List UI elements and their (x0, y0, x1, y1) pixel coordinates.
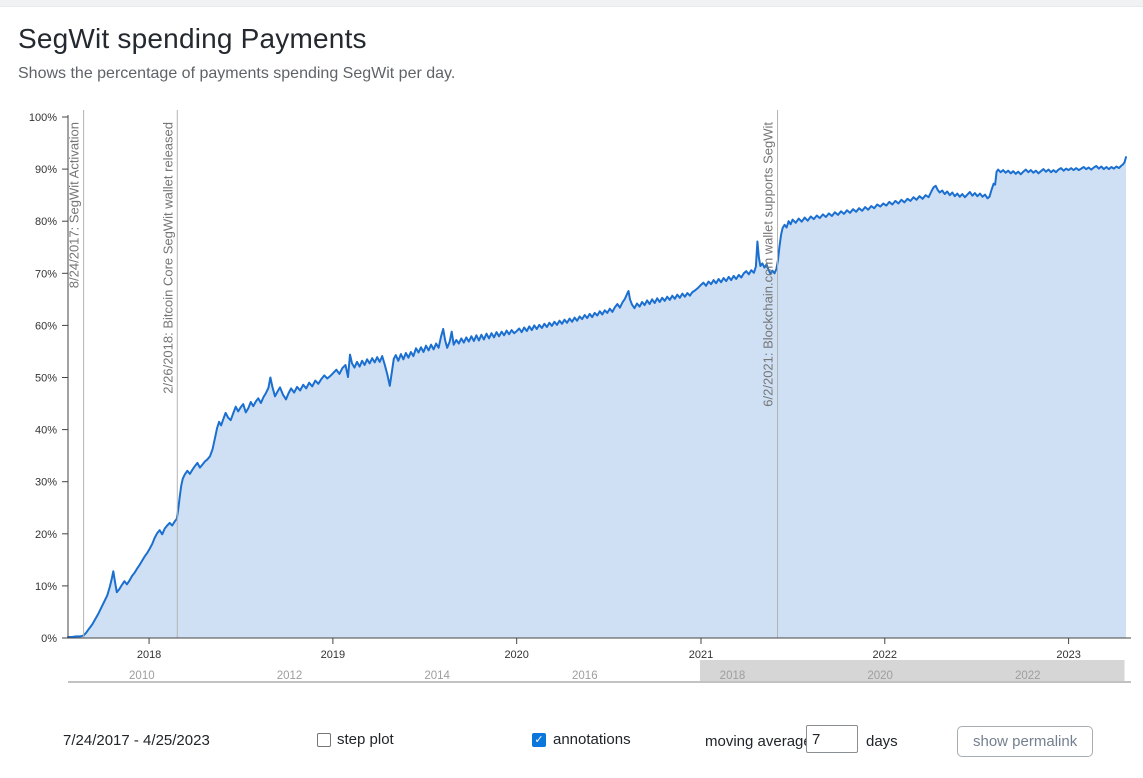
x-tick-label: 2018 (137, 649, 161, 661)
x-tick-label: 2022 (873, 649, 897, 661)
step-plot-control[interactable]: step plot (317, 731, 394, 748)
y-tick-label: 80% (35, 216, 57, 228)
annotation-label-0: 8/24/2017: SegWit Activation (67, 122, 82, 288)
series-line (67, 156, 1127, 638)
show-permalink-button[interactable]: show permalink (957, 726, 1094, 757)
navigator-tick-label: 2022 (1015, 670, 1041, 682)
x-tick-label: 2023 (1056, 649, 1080, 661)
y-tick-label: 0% (41, 633, 57, 645)
y-tick-label: 20% (35, 529, 57, 541)
y-tick-label: 40% (35, 425, 57, 437)
annotations-control[interactable]: ✓ annotations (532, 731, 631, 748)
annotations-checkbox[interactable]: ✓ (532, 732, 546, 747)
navigator-tick-label: 2012 (277, 670, 303, 682)
annotation-label-2: 6/2/2021: Blockchain.com wallet supports… (761, 122, 776, 407)
moving-average-label: moving average (705, 733, 812, 750)
moving-average-unit: days (866, 733, 898, 750)
page-subtitle: Shows the percentage of payments spendin… (18, 65, 456, 82)
x-tick-label: 2021 (689, 649, 713, 661)
y-tick-label: 60% (35, 320, 57, 332)
x-tick-label: 2019 (321, 649, 345, 661)
navigator-tick-label: 2014 (424, 670, 450, 682)
page-top-strip (0, 0, 1143, 7)
y-tick-label: 50% (35, 373, 57, 385)
y-tick-label: 10% (35, 581, 57, 593)
y-tick-label: 30% (35, 477, 57, 489)
moving-average-input[interactable] (806, 725, 858, 753)
annotation-label-1: 2/26/2018: Bitcoin Core SegWit wallet re… (160, 122, 175, 394)
y-tick-label: 70% (35, 268, 57, 280)
plot-hover-region[interactable] (68, 117, 1126, 638)
navigator-tick-label: 2018 (720, 670, 746, 682)
footer-controls: 7/24/2017 - 4/25/2023 step plot ✓ annota… (0, 712, 1143, 772)
chart-container: 8/24/2017: SegWit Activation 2/26/2018: B… (0, 100, 1143, 705)
page-title: SegWit spending Payments (18, 23, 367, 54)
page-header: SegWit spending Payments Shows the perce… (0, 7, 1143, 83)
y-tick-label: 90% (35, 164, 57, 176)
annotations-label: annotations (553, 731, 631, 748)
step-plot-checkbox[interactable] (317, 732, 331, 747)
navigator-tick-label: 2016 (572, 670, 598, 682)
date-range: 7/24/2017 - 4/25/2023 (63, 732, 210, 749)
navigator-tick-label: 2010 (129, 670, 155, 682)
chart-svg[interactable]: 8/24/2017: SegWit Activation 2/26/2018: B… (0, 100, 1143, 705)
step-plot-label: step plot (337, 731, 394, 748)
x-tick-label: 2020 (504, 649, 528, 661)
navigator-tick-label: 2020 (867, 670, 893, 682)
y-tick-label: 100% (29, 112, 57, 124)
series-area (68, 157, 1126, 638)
navigator-selection[interactable] (699, 660, 1125, 681)
